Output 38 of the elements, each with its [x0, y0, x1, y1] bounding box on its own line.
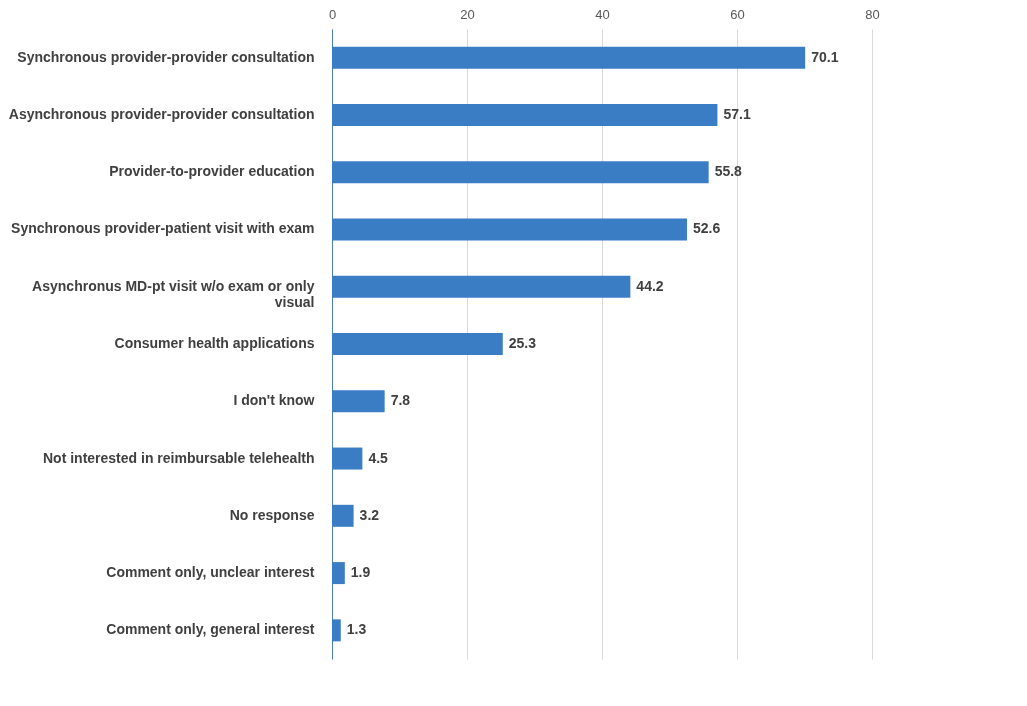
x-tick-label: 60 [730, 6, 745, 22]
y-tick-label: Synchronous provider-provider consultation [17, 48, 315, 65]
x-tick-label: 20 [460, 6, 475, 22]
bar [332, 504, 354, 527]
y-tick-label: Synchronous provider-patient visit with exam [11, 220, 315, 237]
x-tick-label: 40 [595, 6, 610, 22]
data-label: 52.6 [693, 220, 721, 237]
bar [332, 390, 385, 413]
x-tick-label: 0 [328, 6, 337, 22]
data-label: 44.2 [636, 277, 664, 294]
y-tick-label: Asynchronous provider-provider consultation [8, 105, 315, 122]
data-label: 70.1 [811, 48, 839, 65]
x-tick-label: 80 [865, 6, 880, 22]
y-tick-label: Consumer health applications [114, 335, 315, 351]
y-tick-label: Comment only, unclear interest [106, 564, 315, 581]
bar [332, 333, 503, 355]
bar [332, 562, 345, 585]
data-label: 7.8 [390, 392, 411, 409]
data-label: 57.1 [723, 105, 751, 122]
data-label: 3.2 [359, 506, 380, 523]
y-tick-label: Not interested in reimbursable telehealth [42, 449, 315, 466]
y-tick-label: I don't know [233, 392, 315, 409]
y-tick-label: Comment only, general interest [106, 621, 315, 638]
bar [332, 619, 341, 642]
data-label: 25.3 [508, 335, 537, 351]
bar [332, 275, 631, 298]
y-tick-label: No response [229, 506, 315, 523]
data-label: 4.5 [368, 449, 389, 466]
data-label: 1.9 [350, 564, 371, 581]
bar [332, 103, 718, 126]
y-tick-label: Provider-to-provider education [109, 163, 315, 180]
bar [332, 218, 688, 241]
bar [332, 46, 806, 69]
y-tick-label: Asynchronus MD-pt visit w/o exam or only visual [32, 277, 315, 310]
data-label: 1.3 [346, 621, 367, 638]
bar [332, 447, 363, 470]
bar [332, 161, 709, 184]
data-label: 55.8 [714, 163, 743, 180]
